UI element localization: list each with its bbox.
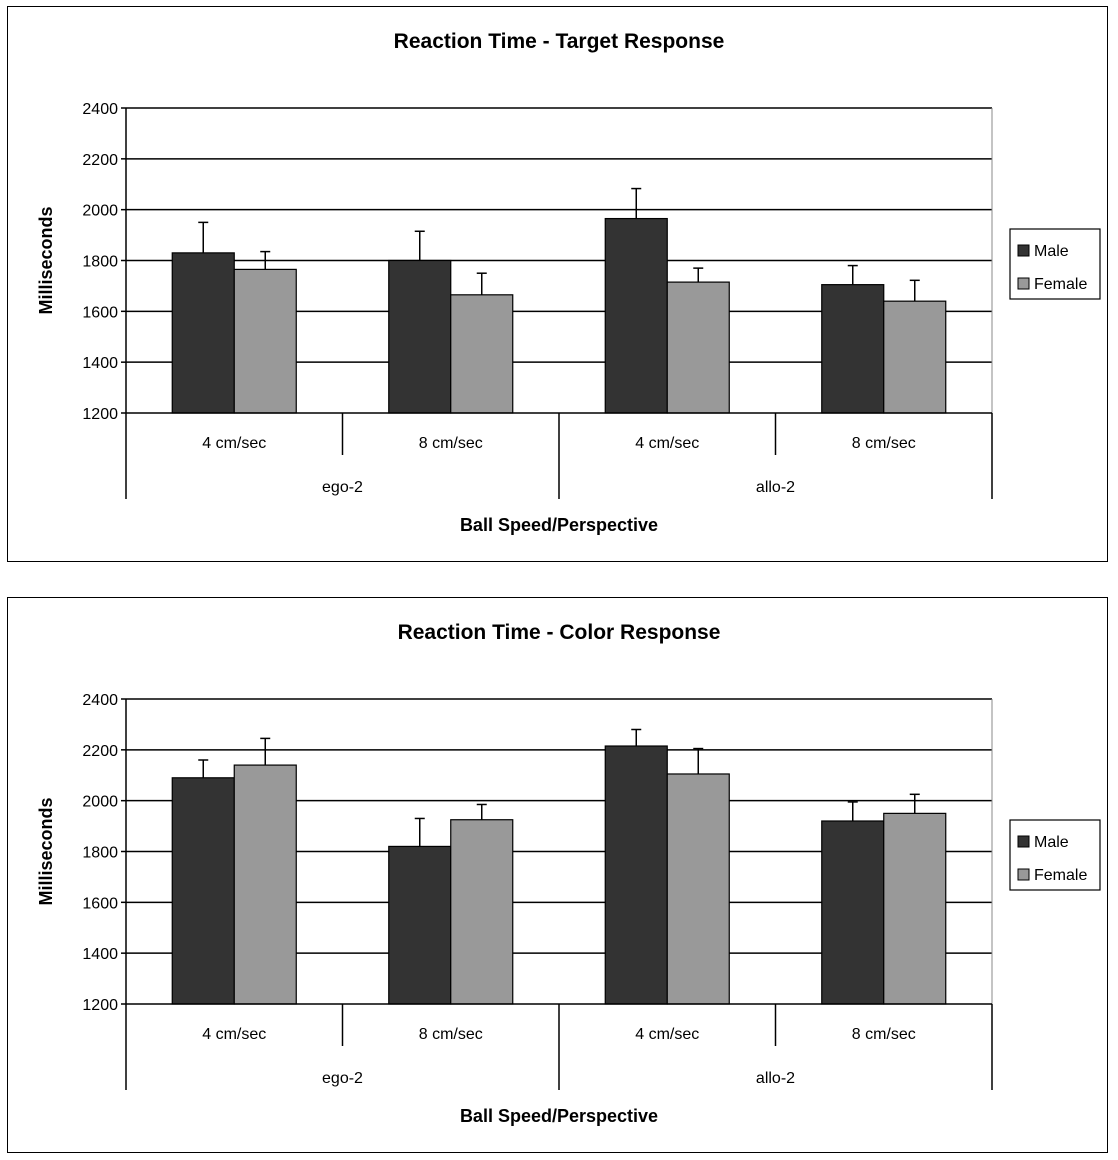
- x-group-label: ego-2: [322, 479, 363, 496]
- y-tick-label: 1400: [82, 946, 118, 963]
- x-tick-label: 4 cm/sec: [202, 435, 266, 452]
- x-tick-label: 8 cm/sec: [419, 435, 483, 452]
- y-tick-label: 1800: [82, 254, 118, 271]
- x-tick-label: 4 cm/sec: [202, 1026, 266, 1043]
- bar-female: [666, 773, 730, 1005]
- x-group-label: allo-2: [756, 1070, 795, 1087]
- bar-female: [450, 294, 514, 414]
- bar-male: [171, 777, 235, 1005]
- bar-male: [821, 284, 885, 414]
- x-tick-label: 8 cm/sec: [419, 1026, 483, 1043]
- y-tick-label: 1600: [82, 895, 118, 912]
- x-group-label: ego-2: [322, 1070, 363, 1087]
- legend-swatch-male: [1017, 244, 1030, 257]
- bar-male: [604, 217, 668, 414]
- legend-label-female: Female: [1034, 276, 1087, 293]
- legend-swatch-female: [1017, 277, 1030, 290]
- x-axis-label: Ball Speed/Perspective: [460, 515, 658, 535]
- chart-color-response: Reaction Time - Color Response 1200 1400 16…: [36, 621, 1101, 1126]
- chart-title: Reaction Time - Target Response: [394, 30, 725, 53]
- bar-female: [450, 819, 514, 1005]
- x-tick-label: 4 cm/sec: [635, 1026, 699, 1043]
- x-tick-label: 8 cm/sec: [852, 1026, 916, 1043]
- y-tick-label: 2000: [82, 203, 118, 220]
- legend-label-male: Male: [1034, 243, 1069, 260]
- bar-male: [171, 252, 235, 414]
- bar-female: [233, 764, 297, 1005]
- y-tick-label: 1800: [82, 845, 118, 862]
- y-tick-label: 2200: [82, 743, 118, 760]
- y-tick-label: 2200: [82, 152, 118, 169]
- y-tick-label: 2400: [82, 692, 118, 709]
- bar-female: [883, 300, 947, 414]
- x-tick-label: 8 cm/sec: [852, 435, 916, 452]
- chart-title: Reaction Time - Color Response: [398, 621, 721, 644]
- legend-swatch-female: [1017, 868, 1030, 881]
- chart-target-response: Reaction Time - Target Response 1200 1400 1…: [36, 30, 1101, 535]
- y-tick-label: 1600: [82, 304, 118, 321]
- x-group-label: allo-2: [756, 479, 795, 496]
- bar-female: [883, 812, 947, 1005]
- bar-male: [821, 820, 885, 1005]
- x-tick-label: 4 cm/sec: [635, 435, 699, 452]
- chart-panel-target-response: Reaction Time - Target Response 1200 1400 1…: [7, 6, 1108, 562]
- legend-swatch-male: [1017, 835, 1030, 848]
- bar-female: [666, 281, 730, 414]
- y-tick-label: 1200: [82, 406, 118, 423]
- y-axis-label: Milliseconds: [36, 797, 56, 905]
- y-tick-label: 2000: [82, 794, 118, 811]
- y-tick-label: 1400: [82, 355, 118, 372]
- y-axis-label: Milliseconds: [36, 206, 56, 314]
- bar-female: [233, 268, 297, 414]
- bar-male: [388, 259, 452, 414]
- bar-male: [604, 745, 668, 1005]
- x-axis-label: Ball Speed/Perspective: [460, 1106, 658, 1126]
- chart-panel-color-response: Reaction Time - Color Response 1200 1400 16…: [7, 597, 1108, 1153]
- legend-label-male: Male: [1034, 834, 1069, 851]
- y-tick-label: 1200: [82, 997, 118, 1014]
- y-tick-label: 2400: [82, 101, 118, 118]
- legend-label-female: Female: [1034, 867, 1087, 884]
- bar-male: [388, 845, 452, 1005]
